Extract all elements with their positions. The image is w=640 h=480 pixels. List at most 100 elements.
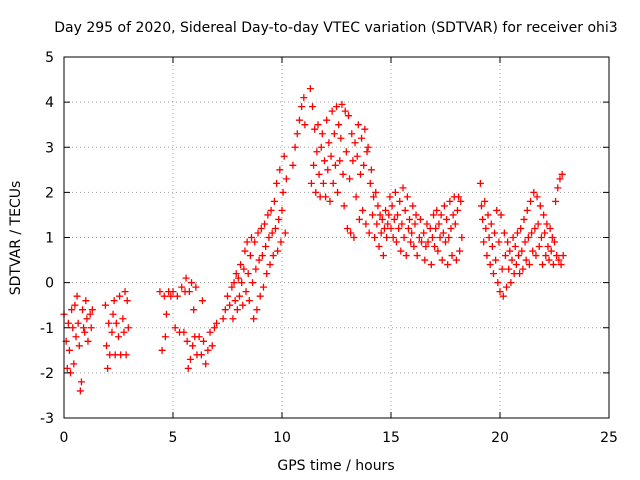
data-point: [505, 265, 513, 273]
data-point: [277, 238, 285, 246]
data-point: [68, 306, 76, 314]
data-point: [482, 224, 490, 232]
data-point: [80, 324, 88, 332]
data-point: [536, 202, 544, 210]
data-point: [422, 243, 430, 251]
data-point: [317, 143, 325, 151]
x-tick-label: 10: [273, 430, 291, 446]
data-point: [333, 103, 340, 111]
data-point: [336, 157, 344, 165]
data-point: [495, 238, 503, 246]
data-point: [452, 256, 460, 264]
data-point: [396, 197, 404, 205]
data-point: [379, 252, 387, 260]
data-point: [110, 297, 118, 305]
x-tick-label: 5: [169, 430, 178, 446]
data-point: [275, 215, 283, 223]
y-tick-label: 4: [45, 95, 54, 111]
data-point: [547, 247, 555, 255]
data-point: [542, 252, 550, 260]
data-point: [192, 283, 200, 291]
data-point: [261, 220, 269, 228]
data-point: [116, 292, 124, 300]
data-point: [551, 238, 558, 246]
data-point: [73, 292, 81, 300]
data-point: [77, 378, 85, 386]
data-point: [513, 229, 521, 237]
data-point: [309, 103, 317, 111]
data-point: [167, 292, 175, 300]
data-point: [267, 206, 275, 214]
data-point: [487, 220, 495, 228]
data-point: [435, 220, 443, 228]
data-point: [492, 256, 500, 264]
data-point: [365, 229, 373, 237]
data-point: [549, 261, 557, 269]
data-point: [268, 229, 276, 237]
data-point: [273, 179, 281, 187]
data-point: [385, 211, 393, 219]
data-point: [531, 224, 539, 232]
data-point: [221, 306, 229, 314]
data-point: [363, 148, 371, 156]
data-point: [242, 288, 250, 296]
data-point: [266, 261, 274, 269]
data-point: [219, 315, 227, 323]
data-point: [88, 306, 96, 314]
data-point: [517, 224, 525, 232]
data-point: [382, 206, 390, 214]
data-point: [120, 328, 128, 336]
data-point: [81, 328, 89, 336]
data-point: [202, 360, 210, 368]
data-point: [281, 229, 289, 237]
data-point: [509, 234, 517, 241]
data-point: [319, 179, 327, 187]
data-point: [400, 234, 408, 241]
data-point: [533, 193, 541, 201]
data-point: [122, 351, 130, 359]
data-point: [234, 274, 242, 282]
data-point: [226, 301, 234, 309]
data-point: [479, 215, 487, 223]
data-point: [306, 85, 314, 93]
data-point: [255, 256, 263, 264]
data-point: [497, 211, 505, 219]
data-point: [442, 238, 449, 246]
data-point: [230, 279, 238, 287]
data-point: [508, 256, 516, 264]
data-point: [274, 247, 282, 255]
data-point: [402, 252, 410, 260]
data-point: [198, 297, 206, 305]
data-point: [190, 306, 198, 314]
data-point: [387, 224, 395, 232]
data-point: [388, 202, 396, 210]
data-point: [109, 310, 117, 318]
data-point: [323, 116, 331, 124]
data-point: [233, 306, 241, 314]
data-point: [63, 364, 71, 372]
data-point: [378, 215, 386, 223]
data-point: [293, 130, 301, 138]
data-point: [346, 175, 354, 183]
data-point: [322, 193, 330, 201]
data-point: [178, 283, 186, 291]
data-point: [418, 238, 426, 246]
data-point: [282, 175, 290, 183]
data-point: [331, 161, 339, 169]
data-point: [506, 247, 514, 255]
data-point: [337, 134, 345, 142]
data-point: [247, 234, 255, 241]
y-tick-label: -3: [40, 411, 54, 427]
data-point: [355, 215, 363, 223]
data-point: [341, 107, 349, 115]
data-point: [408, 229, 416, 237]
data-point: [115, 333, 122, 341]
data-point: [327, 152, 335, 160]
data-point: [160, 292, 168, 300]
data-point: [525, 261, 533, 269]
data-point: [489, 270, 497, 278]
data-point: [367, 166, 375, 174]
data-point: [483, 252, 491, 260]
data-point: [449, 211, 457, 219]
